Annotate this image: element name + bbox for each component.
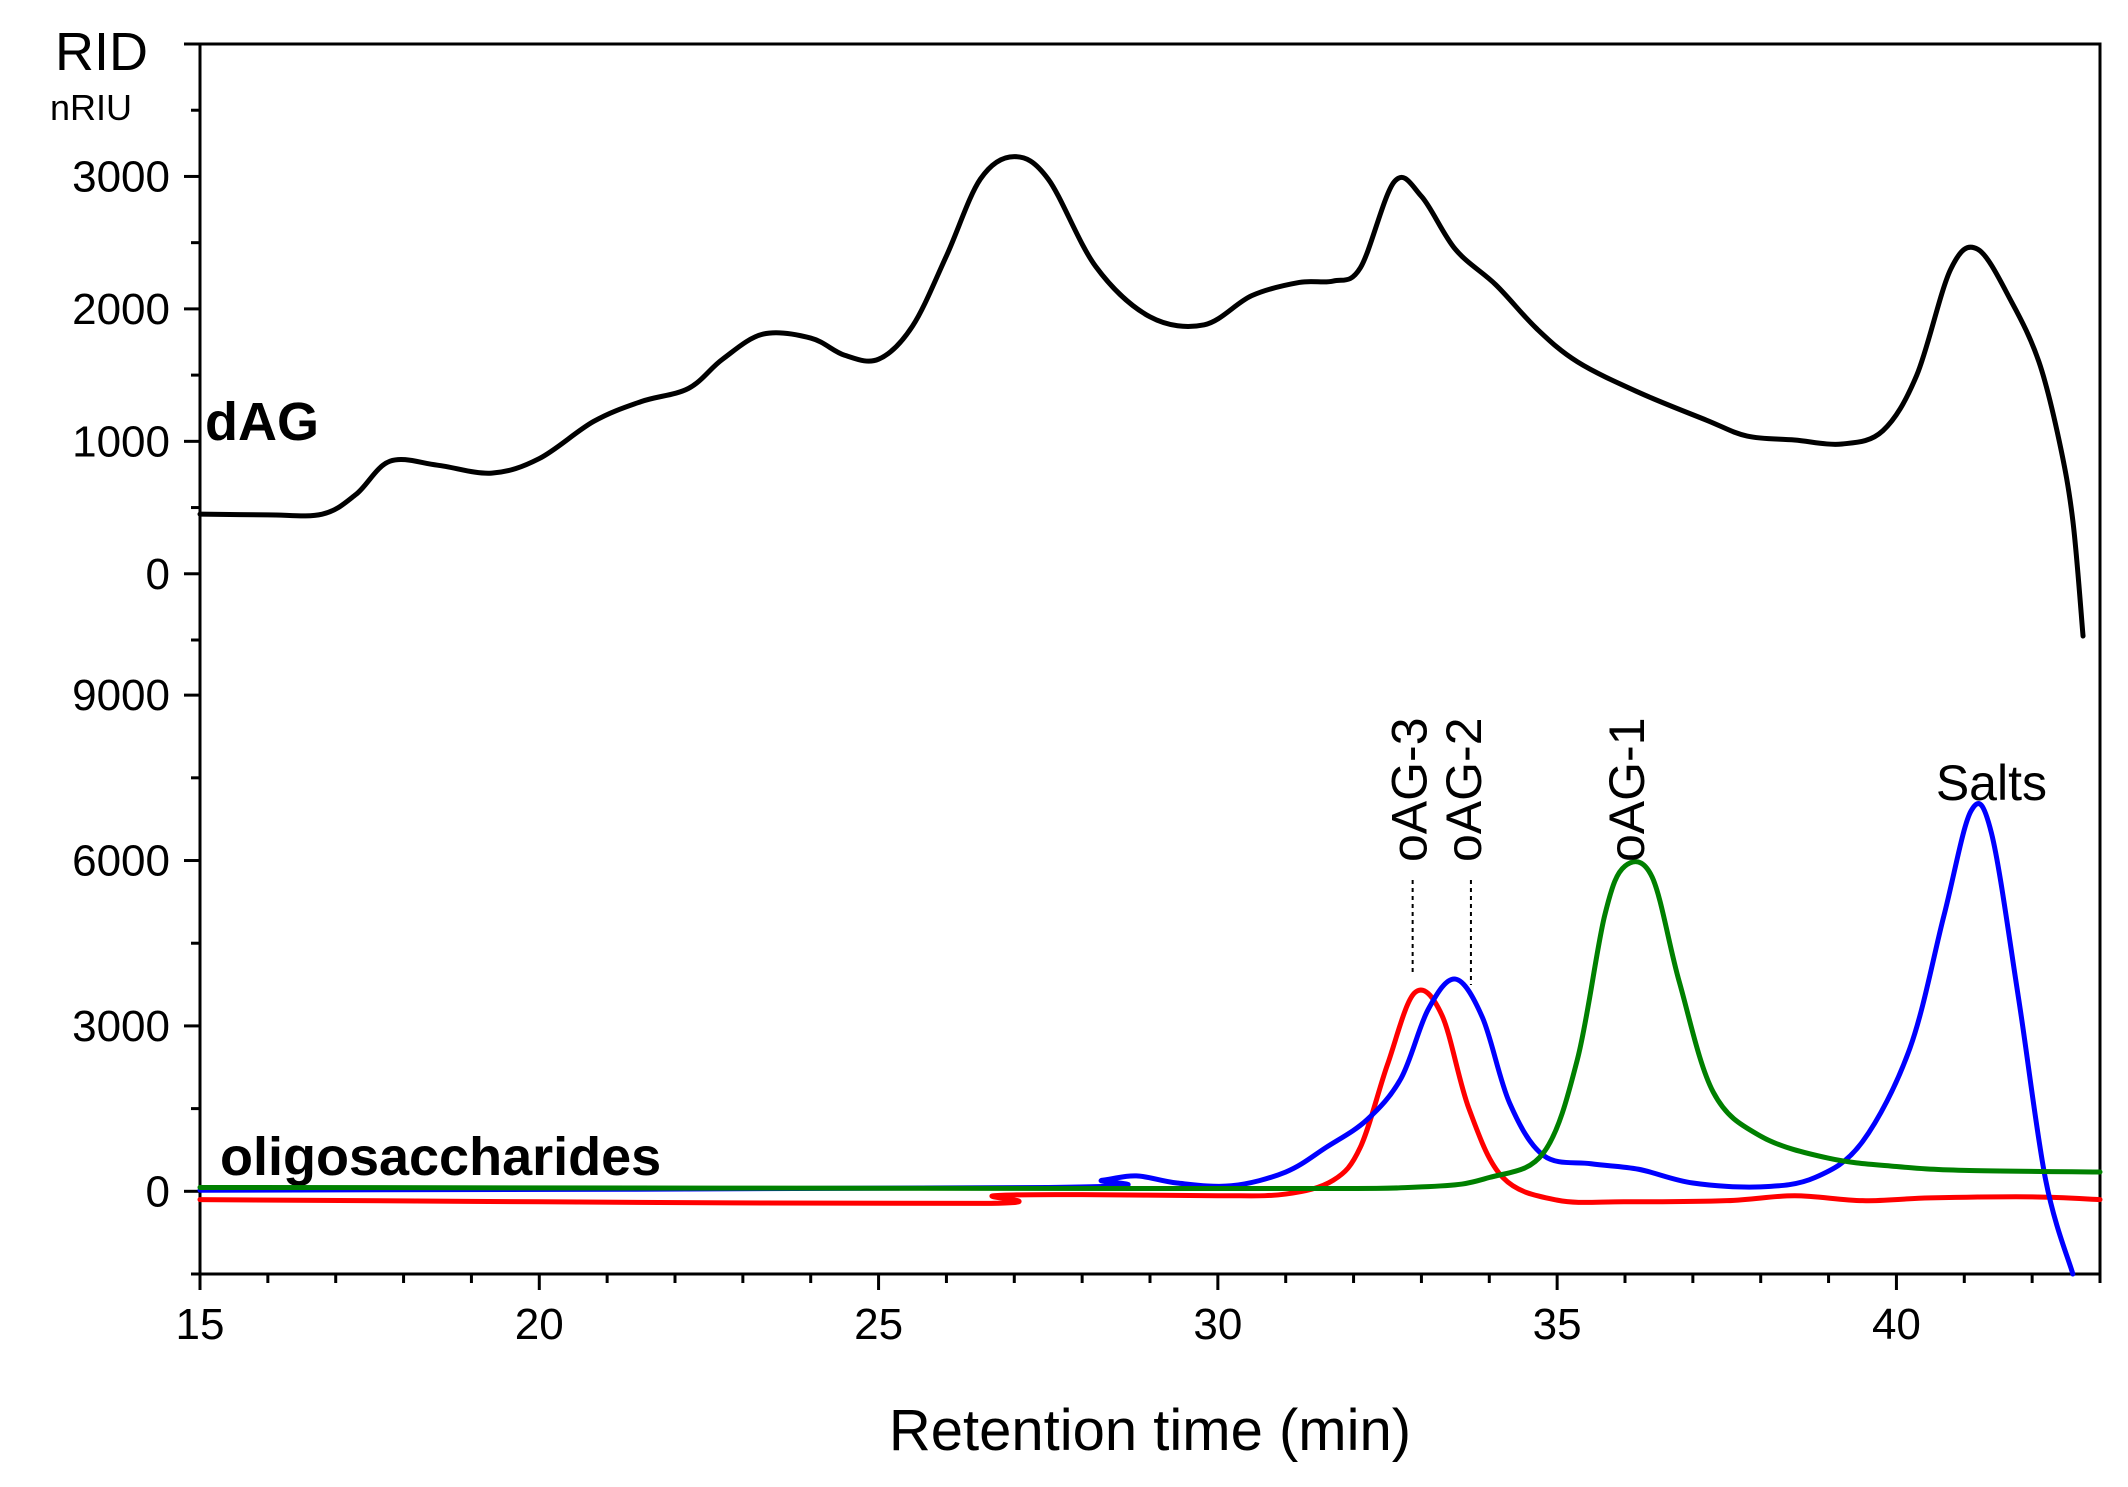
series-oag-3 <box>197 987 2103 1207</box>
y-tick-label: 0 <box>146 550 170 599</box>
y-tick-label: 2000 <box>72 285 170 334</box>
x-tick-label: 25 <box>854 1300 903 1349</box>
series-oag-1 <box>197 859 2103 1192</box>
y-tick-label: 3000 <box>72 152 170 201</box>
y-tick-label: 3000 <box>72 1002 170 1051</box>
panel-label-oligosaccharides: oligosaccharides <box>220 1127 661 1187</box>
y-tick-label: 1000 <box>72 417 170 466</box>
x-axis-title: Retention time (min) <box>889 1398 1411 1463</box>
peak-label-oag-2: oAG-2 <box>1436 717 1492 862</box>
peak-label-salts: Salts <box>1936 755 2047 811</box>
y-tick-label: 9000 <box>72 671 170 720</box>
axis-ticks: 15 20 25 30 35 40 0 1000 2000 3000 0 3000 6000 9000 <box>72 42 2102 1349</box>
traces <box>197 154 2103 1277</box>
detector-label: RID <box>55 22 148 82</box>
peak-label-oag-1: oAG-1 <box>1599 717 1655 862</box>
x-tick-label: 30 <box>1193 1300 1242 1349</box>
peak-label-oag-3: oAG-3 <box>1382 717 1438 862</box>
x-tick-label: 15 <box>176 1300 225 1349</box>
y-tick-label: 6000 <box>72 837 170 886</box>
x-tick-label: 35 <box>1533 1300 1582 1349</box>
unit-label: nRIU <box>50 87 132 128</box>
panel-label-dag: dAG <box>205 392 319 452</box>
x-tick-label: 40 <box>1872 1300 1921 1349</box>
series-oag-2 <box>197 801 2076 1277</box>
series-dag <box>197 154 2086 639</box>
x-tick-label: 20 <box>515 1300 564 1349</box>
y-tick-label: 0 <box>146 1167 170 1216</box>
